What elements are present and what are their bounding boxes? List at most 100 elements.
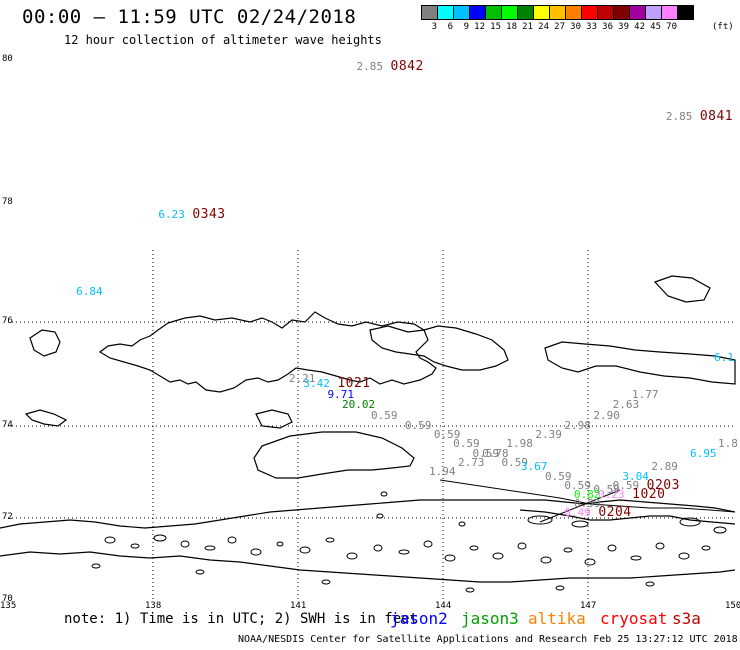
scale-label: 39	[618, 22, 629, 32]
wave-height-value: 0.59	[574, 497, 601, 511]
observation-time: 0343	[192, 206, 226, 222]
observation-time: 0203	[646, 477, 680, 493]
latitude-label: 72	[2, 512, 13, 522]
wave-height-value: 3.67	[520, 460, 548, 474]
coastline-bunge-land	[369, 325, 509, 371]
satellite-legend-cryosat: cryosat	[600, 609, 668, 628]
wave-height-value: 0.59	[564, 478, 591, 492]
scale-label: 42	[634, 22, 645, 32]
wave-height-value: 2.39	[535, 428, 562, 442]
longitude-label: 138	[145, 601, 162, 611]
wave-height-value: 3.04	[622, 469, 649, 483]
satellite-legend-s3a: s3a	[672, 609, 701, 628]
coastline-small-island-west	[29, 329, 61, 357]
wave-height-value: 0.59	[501, 455, 529, 469]
longitude-label: 147	[580, 601, 597, 611]
coastline-lyakhovsky-island	[253, 431, 415, 479]
scale-swatch-16	[677, 5, 694, 20]
scale-label: 15	[490, 22, 501, 32]
wave-height-value: 3.42	[303, 377, 330, 391]
wave-height-color-scale	[421, 5, 694, 21]
scale-label: 24	[538, 22, 549, 32]
wave-height-value: 0.59	[472, 446, 500, 460]
page-subtitle: 12 hour collection of altimeter wave hei…	[64, 33, 382, 47]
scale-label: 33	[586, 22, 597, 32]
scale-label: 6	[447, 22, 453, 32]
wave-height-value: 6.84	[76, 285, 103, 299]
scale-label: 9	[463, 22, 469, 32]
observation-time: 0204	[598, 505, 632, 521]
satellite-legend-jason2: jason2	[390, 609, 448, 628]
observation-time: 0842	[390, 59, 424, 75]
wave-height-value: 0.59	[545, 469, 572, 483]
wave-height-value: 0.59	[371, 408, 398, 422]
coastline-small-island-sw	[24, 409, 68, 427]
coastline-lower-delta	[0, 551, 736, 583]
wave-height-value: 1.8	[718, 437, 738, 451]
wave-height-value: 2.85	[356, 60, 384, 74]
wave-height-value: 0.49	[564, 506, 591, 520]
page-title: 00:00 – 11:59 UTC 02/24/2018	[22, 6, 357, 28]
coastline-mainland-east	[519, 509, 736, 525]
observation-time: 1020	[632, 487, 666, 502]
footer-credit: NOAA/NESDIS Center for Satellite Applica…	[238, 634, 738, 645]
wave-height-value: 0.59	[612, 478, 640, 492]
scale-label: 18	[506, 22, 517, 32]
coastline-north-island	[653, 275, 711, 303]
wave-height-value: 1.98	[506, 437, 533, 451]
color-scale-labels: 3 6 9 12 15 18 21 24 27 30 33 36 39 42 45 70	[421, 22, 677, 32]
wave-height-value: 0.59	[593, 483, 620, 497]
scale-label: 36	[602, 22, 613, 32]
longitude-label: 150	[725, 601, 740, 611]
coastlines	[0, 275, 736, 583]
wave-height-value: 2.63	[612, 398, 640, 412]
scale-label: 3	[431, 22, 437, 32]
scale-label: 70	[666, 22, 677, 32]
observation-time: 0841	[699, 109, 734, 125]
coastline-kotelny-island	[98, 311, 437, 393]
wave-height-value: 0.82	[574, 488, 601, 501]
longitude-label: 135	[0, 601, 17, 611]
wave-height-value: 2.98	[564, 419, 591, 432]
satellite-legend-altika: altika	[528, 609, 586, 628]
longitude-label: 144	[435, 601, 452, 611]
color-scale-unit: (ft)	[712, 22, 734, 32]
coastline-mainland	[0, 499, 736, 529]
satellite-legend-jason3: jason3	[461, 609, 519, 628]
wave-height-value: 1.77	[632, 387, 659, 401]
wave-height-value: 0.23	[598, 488, 625, 501]
wave-height-value: 0.78	[482, 446, 509, 460]
satellite-ground-track	[439, 479, 736, 523]
tundra-lakes	[91, 491, 727, 593]
latitude-label: 70	[2, 594, 13, 604]
scale-label: 45	[650, 22, 661, 32]
latitude-label: 74	[2, 420, 13, 430]
wave-height-value: 20.02	[342, 398, 376, 412]
scale-label: 27	[554, 22, 565, 32]
wave-height-value: 2.90	[593, 408, 620, 422]
coastline-stolbovoy	[255, 409, 293, 429]
wave-height-value: 0.59	[433, 428, 461, 442]
longitude-label: 141	[290, 601, 307, 611]
observation-time: 1021	[337, 376, 371, 392]
graticule	[8, 250, 733, 600]
wave-height-value: 2.85	[665, 110, 693, 124]
wave-height-value: 6.95	[690, 446, 717, 460]
wave-height-value: 9.71	[327, 387, 355, 401]
wave-height-value: 0.59	[404, 419, 432, 432]
scale-label: 30	[570, 22, 581, 32]
latitude-label: 80	[2, 54, 13, 64]
wave-height-value: 6.1	[714, 351, 735, 365]
latitude-label: 78	[2, 197, 13, 207]
latitude-label: 76	[2, 316, 13, 326]
scale-label: 12	[474, 22, 485, 32]
scale-label: 21	[522, 22, 533, 32]
wave-height-value: 6.23	[158, 207, 185, 221]
wave-height-value: 2.89	[651, 460, 678, 474]
footer-note: note: 1) Time is in UTC; 2) SWH is in fe…	[64, 611, 419, 627]
wave-height-value: 2.21	[288, 372, 316, 386]
coastline-novaya-sibir	[544, 341, 736, 385]
wave-height-value: 2.73	[458, 455, 485, 469]
wave-height-value: 1.94	[429, 465, 456, 478]
